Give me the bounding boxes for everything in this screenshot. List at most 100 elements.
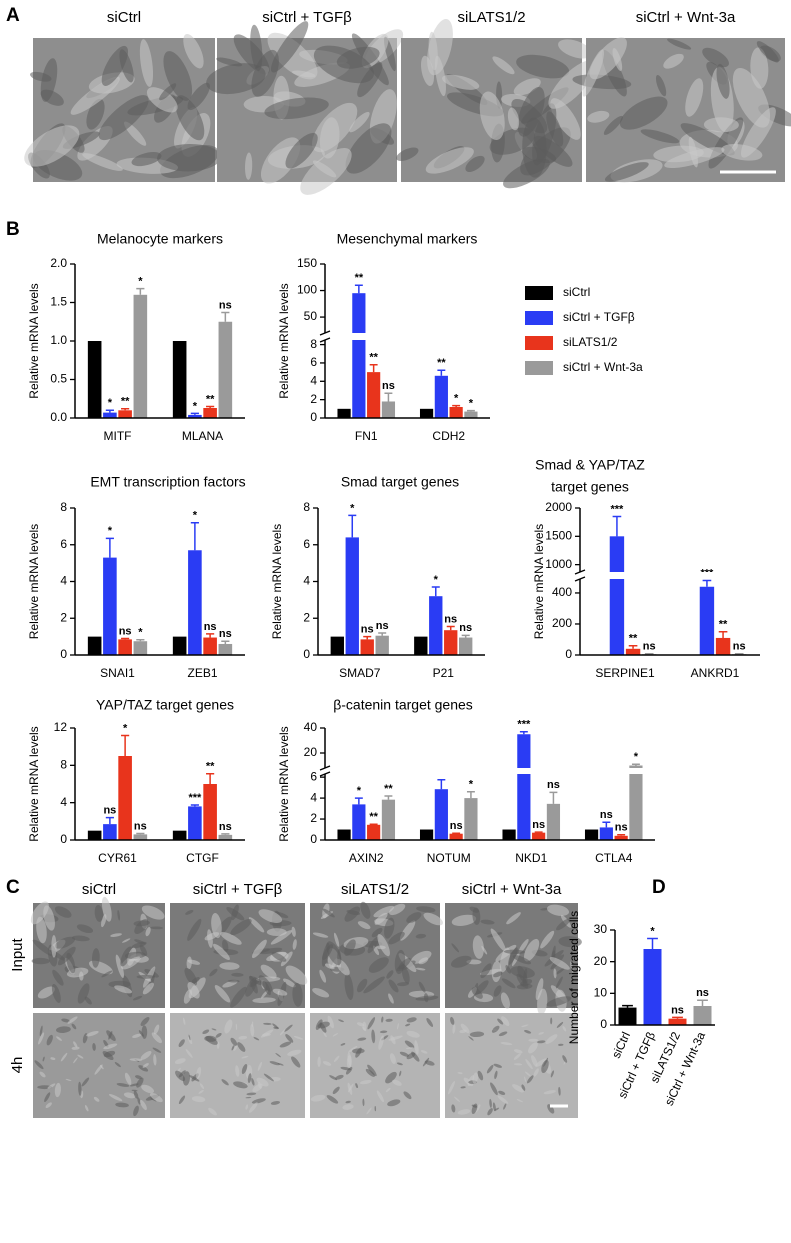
significance-label: * [634, 751, 639, 763]
cell [347, 1052, 352, 1067]
panel-letter: D [652, 877, 666, 898]
cell [152, 1047, 162, 1053]
cell [423, 993, 429, 1003]
significance-label: ns [733, 641, 746, 653]
significance-label: * [469, 398, 474, 410]
cell [553, 968, 557, 979]
cell [423, 912, 443, 926]
significance-label: * [357, 785, 362, 797]
cell [451, 943, 460, 953]
y-tick-label: 1.0 [50, 333, 67, 347]
cell [385, 1087, 391, 1093]
error-bar [354, 284, 363, 294]
significance-label: * [138, 276, 143, 288]
error-bar [190, 521, 199, 551]
cell [133, 1105, 139, 1117]
cell [134, 939, 146, 945]
cell [480, 963, 492, 979]
y-axis-label: Relative mRNA levels [270, 524, 284, 639]
bar [668, 1018, 687, 1025]
bar [118, 756, 132, 840]
cell [251, 1098, 266, 1104]
error-bar [437, 369, 446, 376]
cell [263, 1022, 272, 1025]
cell [322, 1061, 332, 1066]
cell [664, 147, 725, 169]
cell [371, 1029, 376, 1044]
cell [363, 976, 385, 994]
significance-label: ns [204, 621, 217, 633]
cell [182, 1071, 191, 1086]
bar [625, 648, 641, 655]
cell [516, 1099, 523, 1103]
cell [153, 1054, 157, 1066]
legend-swatch [525, 286, 553, 300]
cell [550, 1070, 554, 1078]
cell [465, 155, 485, 172]
cell [555, 976, 563, 989]
cell [39, 1025, 43, 1037]
cell [187, 918, 202, 941]
cell [415, 967, 426, 971]
cell [587, 110, 610, 123]
y-axis-label: Relative mRNA levels [277, 726, 291, 841]
error-bar [718, 630, 728, 638]
cell [392, 1079, 402, 1086]
cell [524, 1071, 531, 1077]
legend-swatch [525, 336, 553, 350]
significance-label: ns [219, 628, 232, 640]
cell [249, 975, 258, 994]
cell [227, 979, 240, 983]
y-tick-label: 6 [310, 769, 317, 783]
cell [472, 907, 481, 925]
legend-swatch [525, 311, 553, 325]
cell [284, 1024, 293, 1032]
error-bar [221, 640, 230, 644]
y-tick-label: 50 [304, 309, 318, 323]
cell [399, 1051, 409, 1057]
y-tick-label: 0 [60, 647, 67, 661]
cell [319, 1022, 327, 1033]
bar [360, 639, 374, 655]
cell [384, 917, 395, 939]
bar [87, 341, 102, 418]
cell [558, 39, 593, 59]
cell [131, 152, 162, 167]
column-label: siCtrl + Wnt-3a [462, 881, 562, 898]
error-bar [136, 638, 145, 642]
cell [521, 146, 557, 163]
cell [558, 936, 582, 948]
x-tick-label: CTLA4 [595, 851, 633, 865]
bar [118, 410, 132, 418]
y-tick-label: 400 [552, 585, 572, 599]
significance-label: ns [450, 820, 463, 832]
cell [471, 1103, 478, 1114]
cell [357, 1037, 367, 1041]
cell [329, 1075, 338, 1081]
cell [54, 936, 76, 949]
cell [468, 1036, 474, 1041]
cell [233, 1045, 238, 1051]
cell [497, 1095, 509, 1104]
chart-title: β-catenin target genes [333, 697, 473, 713]
bar [584, 829, 599, 840]
cell [233, 1081, 248, 1089]
cell [139, 944, 148, 956]
cell [340, 1043, 346, 1046]
error-bar [672, 1016, 683, 1019]
cell [385, 1071, 397, 1084]
cell [263, 1073, 274, 1082]
x-tick-label: MITF [104, 429, 132, 443]
cell [434, 55, 446, 97]
cell [548, 60, 596, 109]
significance-label: * [193, 510, 198, 522]
cell [117, 909, 121, 921]
cell [65, 1078, 72, 1082]
cell [32, 939, 54, 957]
cell [332, 1086, 340, 1095]
bar [449, 833, 463, 840]
cell [523, 938, 540, 962]
cell [42, 1056, 45, 1062]
cell [187, 82, 210, 111]
